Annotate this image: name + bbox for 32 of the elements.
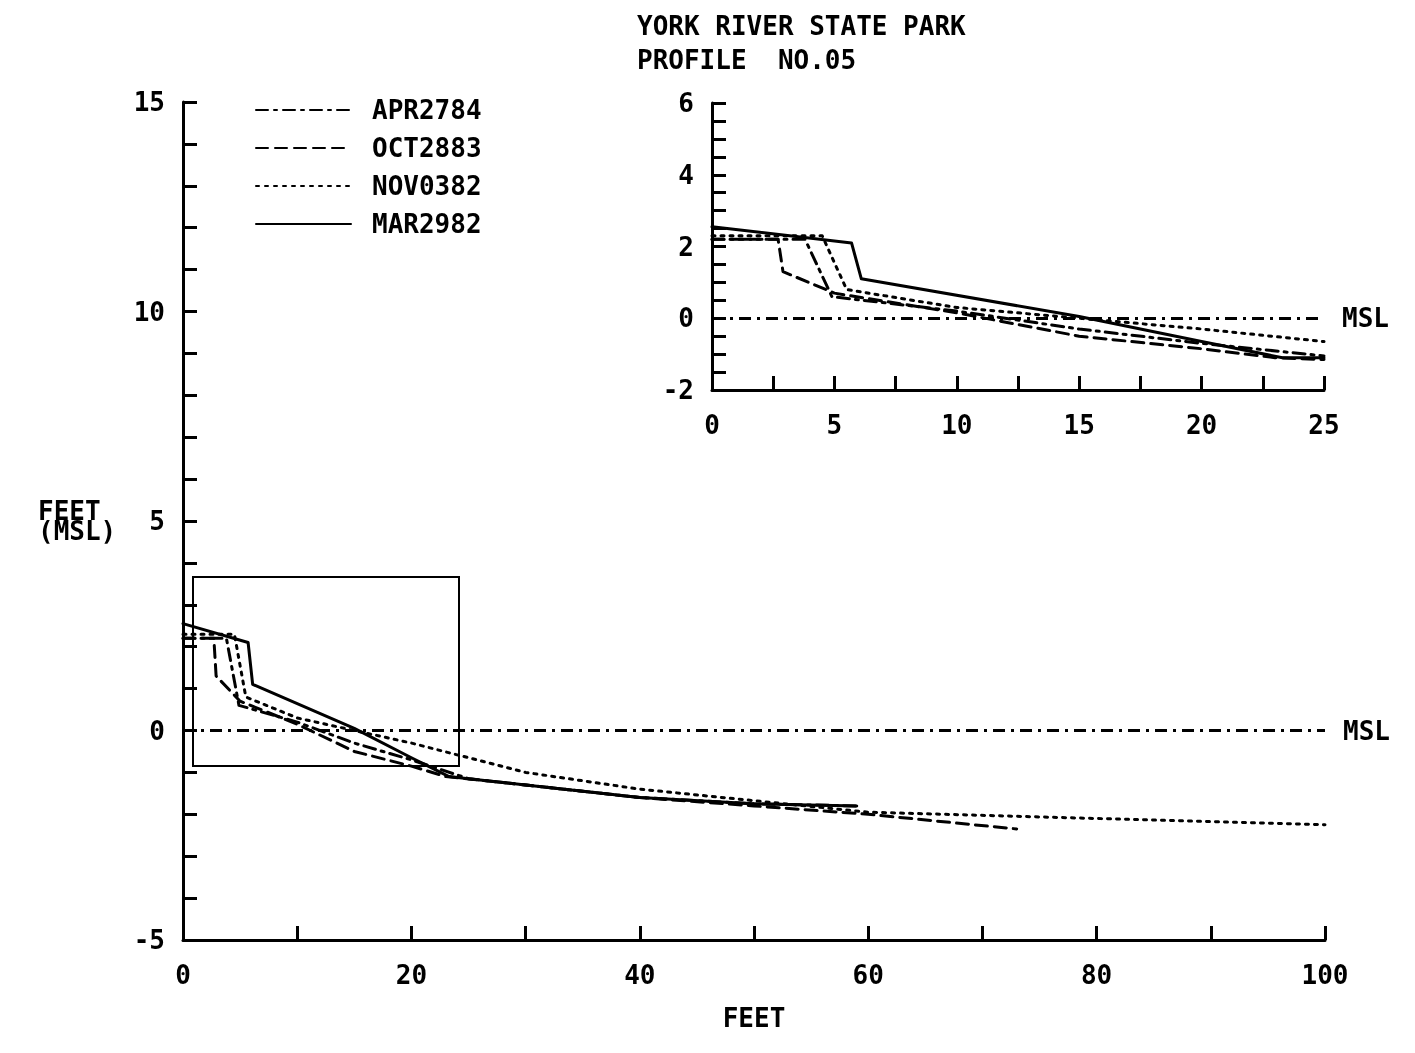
y-tick-label: -5 — [133, 925, 165, 955]
x-tick-label: 10 — [941, 410, 973, 440]
chart-subtitle: PROFILE NO.05 — [637, 45, 857, 75]
x-tick-label: 60 — [852, 960, 884, 990]
x-tick-label: 100 — [1301, 960, 1349, 990]
y-tick-label: 0 — [149, 715, 165, 746]
x-tick-label: 80 — [1080, 960, 1113, 990]
y-axis-title: FEET (MSL) — [38, 496, 117, 546]
x-tick-label: 15 — [1063, 410, 1095, 440]
chart-title: YORK RIVER STATE PARK — [637, 11, 967, 41]
y-tick-label: 0 — [678, 303, 694, 334]
x-axis-title: FEET — [722, 1003, 786, 1033]
legend-label: MAR2982 — [372, 209, 482, 239]
x-tick-label: 20 — [395, 960, 428, 990]
ref-line-label: MSL — [1342, 303, 1389, 334]
legend-label: NOV0382 — [372, 171, 482, 201]
x-tick-label: 0 — [175, 960, 191, 990]
legend-label: APR2784 — [372, 95, 482, 125]
y-tick-label: 10 — [133, 296, 165, 327]
y-tick-label: -2 — [662, 375, 694, 405]
y-tick-label: 4 — [678, 159, 694, 190]
x-tick-label: 40 — [624, 960, 656, 990]
y-tick-label: 5 — [149, 506, 165, 536]
x-tick-label: 25 — [1308, 410, 1340, 440]
ref-line-label: MSL — [1343, 715, 1390, 746]
x-tick-label: 5 — [826, 410, 843, 440]
y-tick-label: 2 — [678, 231, 694, 262]
legend-label: OCT2883 — [372, 133, 482, 163]
y-tick-label: 6 — [678, 88, 694, 118]
y-tick-label: 15 — [133, 87, 165, 117]
x-tick-label: 0 — [704, 410, 720, 440]
x-tick-label: 20 — [1185, 410, 1218, 440]
